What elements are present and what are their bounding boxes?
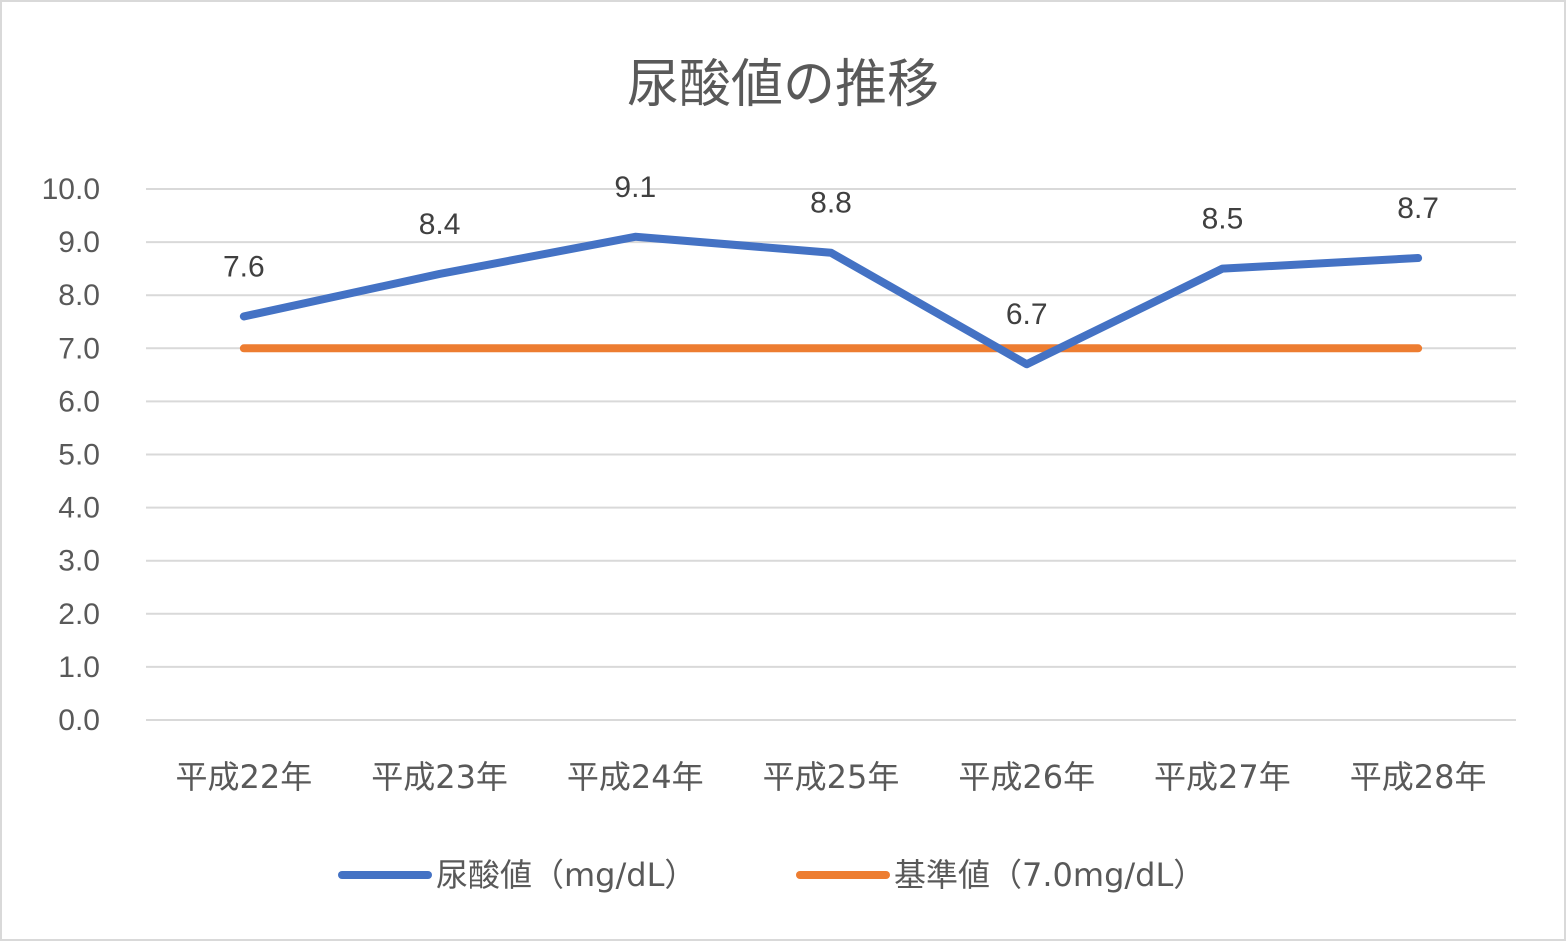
data-point-reference xyxy=(240,345,247,352)
legend-label-reference: 基準値（7.0mg/dL） xyxy=(894,856,1205,894)
data-label: 8.7 xyxy=(1397,192,1439,225)
gridlines xyxy=(146,188,1516,721)
x-tick-label: 平成25年 xyxy=(763,758,900,796)
x-tick-label: 平成26年 xyxy=(958,758,1095,796)
y-tick-label: 4.0 xyxy=(58,492,100,525)
y-axis-ticks: 0.0 1.0 2.0 3.0 4.0 5.0 6.0 7.0 8.0 9.0 10.0 xyxy=(42,173,100,737)
data-label: 9.1 xyxy=(614,171,656,204)
y-tick-label: 9.0 xyxy=(58,226,100,259)
y-tick-label: 8.0 xyxy=(58,279,100,312)
x-axis-ticks: 平成22年 平成23年 平成24年 平成25年 平成26年 平成27年 平成28年 xyxy=(175,758,1486,796)
x-tick-label: 平成22年 xyxy=(175,758,312,796)
x-tick-label: 平成24年 xyxy=(567,758,704,796)
data-point-uric-acid xyxy=(436,270,443,277)
y-tick-label: 7.0 xyxy=(58,332,100,365)
data-point-uric-acid xyxy=(1219,265,1226,272)
data-point-uric-acid xyxy=(1023,361,1030,368)
data-label: 8.4 xyxy=(419,208,461,241)
y-tick-label: 2.0 xyxy=(58,598,100,631)
y-tick-label: 3.0 xyxy=(58,545,100,578)
x-tick-label: 平成23年 xyxy=(371,758,508,796)
data-point-reference xyxy=(1023,345,1030,352)
data-point-reference xyxy=(436,345,443,352)
data-point-uric-acid xyxy=(632,233,639,240)
series-lines xyxy=(239,232,1423,369)
x-tick-label: 平成27年 xyxy=(1154,758,1291,796)
data-label: 7.6 xyxy=(223,250,265,283)
data-point-reference xyxy=(632,345,639,352)
data-point-uric-acid xyxy=(240,313,247,320)
x-tick-label: 平成28年 xyxy=(1350,758,1487,796)
data-labels: 7.6 8.4 9.1 8.8 6.7 8.5 8.7 xyxy=(223,171,1439,331)
legend: 尿酸値（mg/dL） 基準値（7.0mg/dL） xyxy=(338,856,1205,894)
data-label: 8.5 xyxy=(1202,203,1244,236)
y-tick-label: 6.0 xyxy=(58,385,100,418)
data-point-reference xyxy=(828,345,834,352)
data-point-uric-acid xyxy=(828,249,834,256)
data-label: 8.8 xyxy=(810,187,852,220)
data-label: 6.7 xyxy=(1006,298,1048,331)
y-tick-label: 5.0 xyxy=(58,439,100,472)
data-point-uric-acid xyxy=(1415,255,1422,262)
legend-label-uric-acid: 尿酸値（mg/dL） xyxy=(436,856,696,894)
y-tick-label: 10.0 xyxy=(42,173,100,206)
y-tick-label: 1.0 xyxy=(58,651,100,684)
data-point-reference xyxy=(1415,345,1422,352)
data-point-reference xyxy=(1219,345,1226,352)
y-tick-label: 0.0 xyxy=(58,704,100,737)
chart-title: 尿酸値の推移 xyxy=(627,55,939,115)
